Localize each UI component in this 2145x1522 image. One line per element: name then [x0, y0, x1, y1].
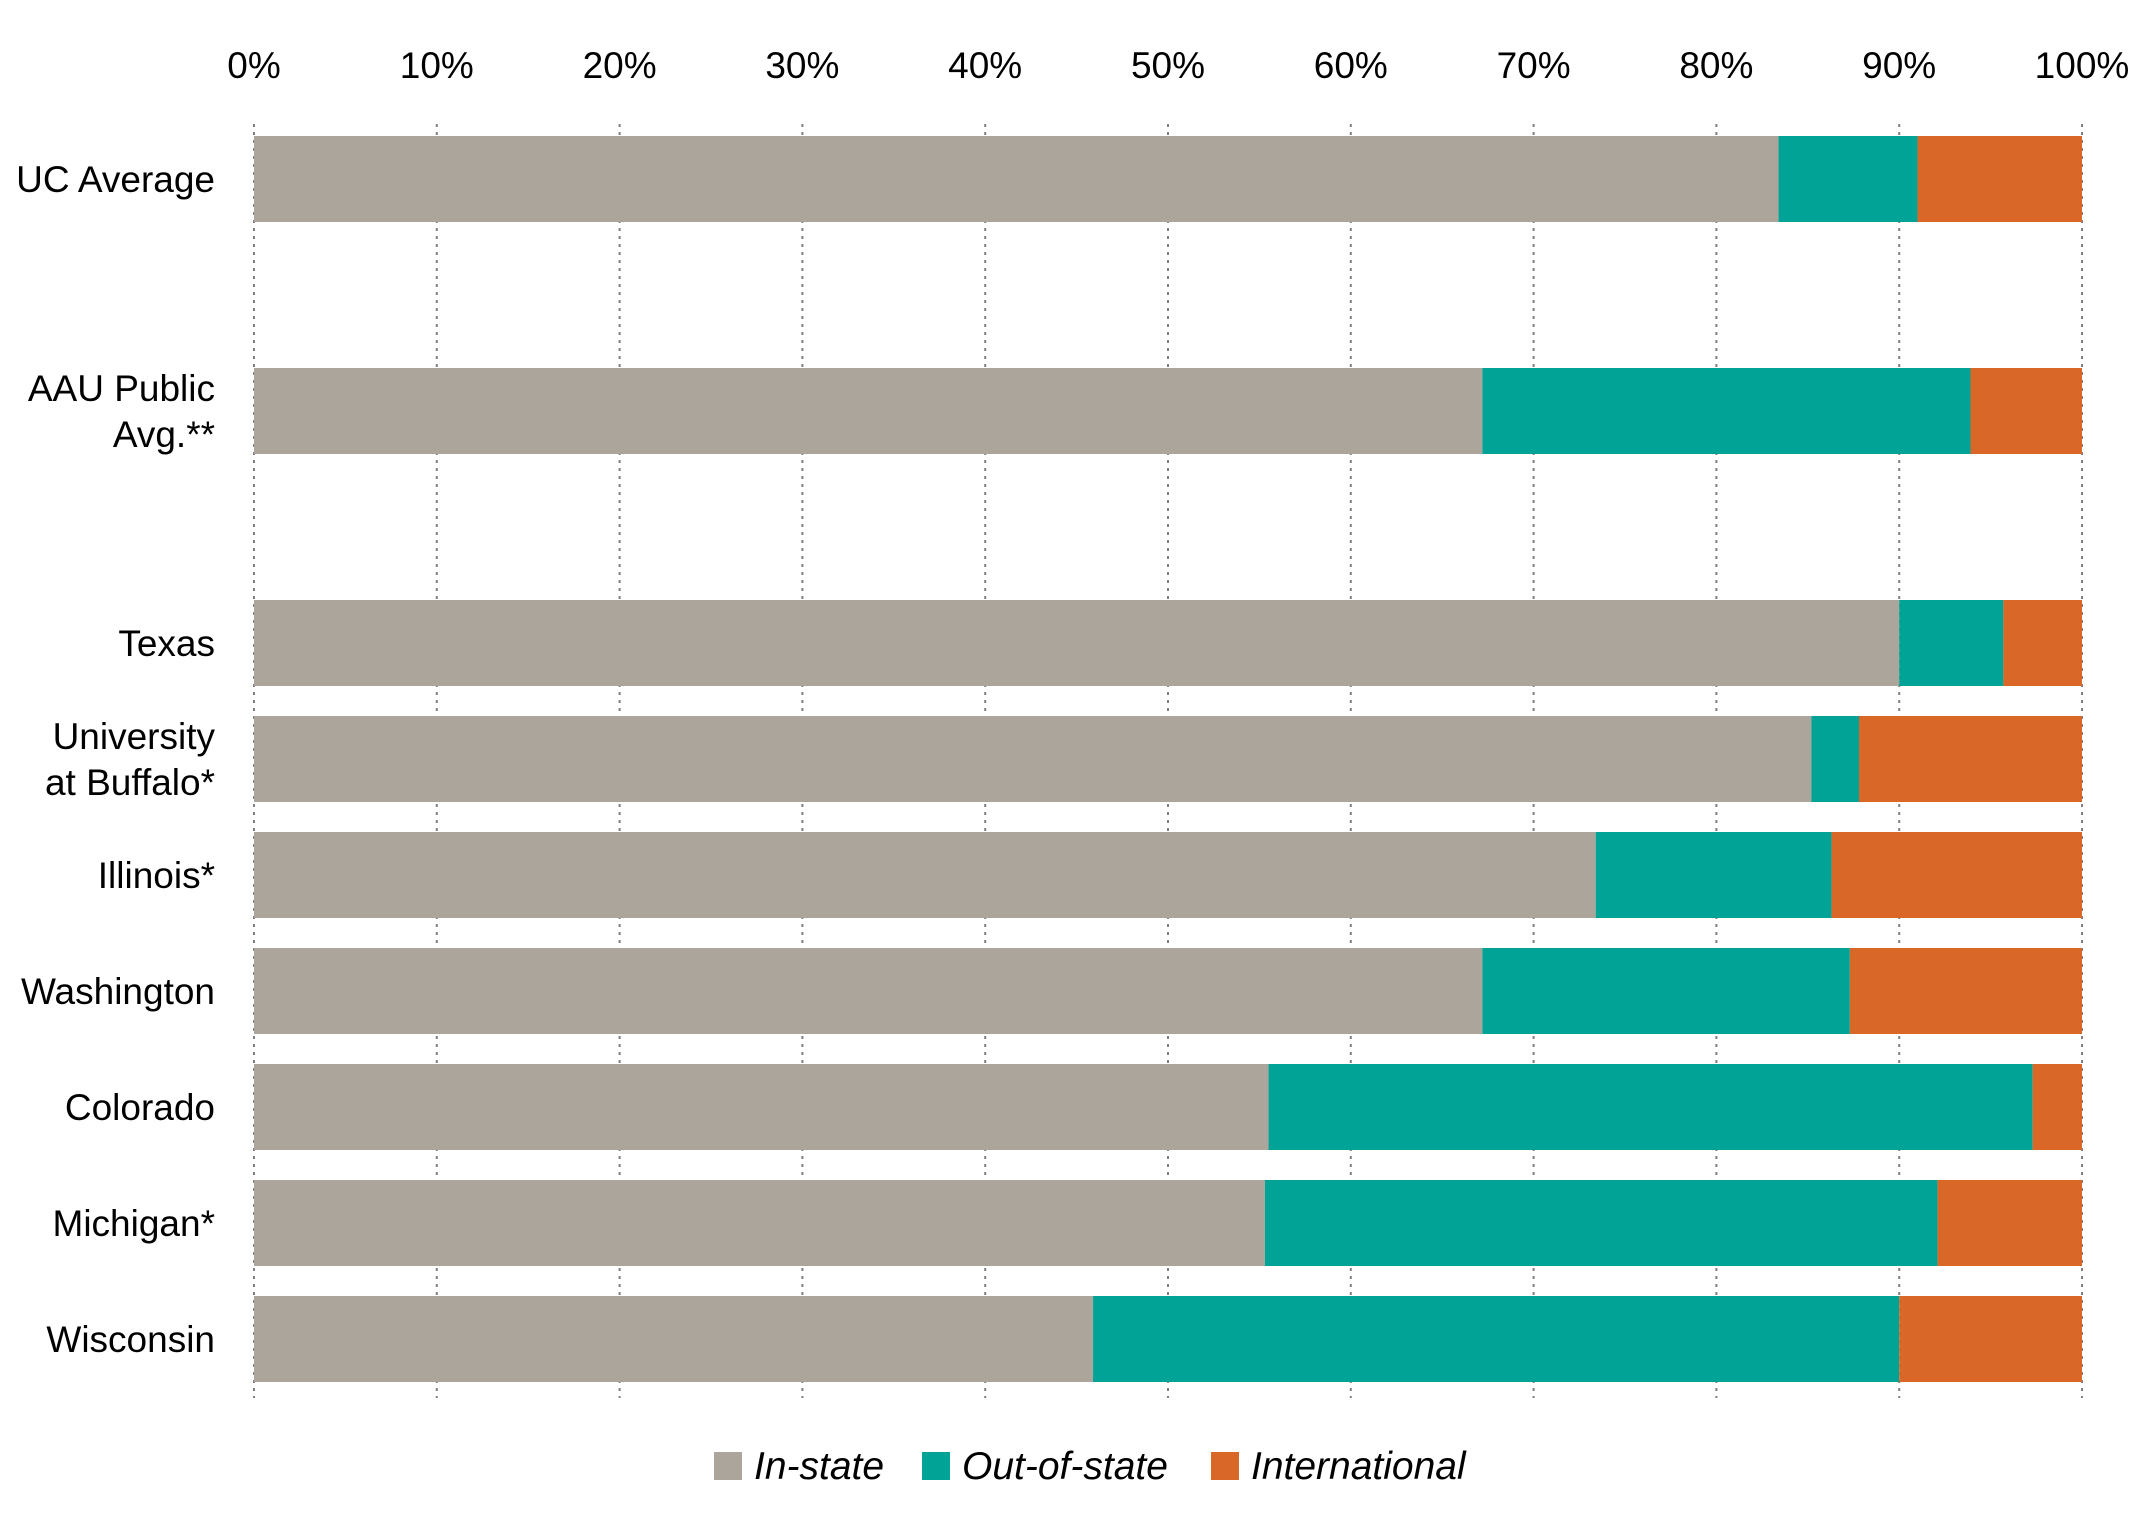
bar-segment-wisconsin-in-state — [254, 1296, 1094, 1382]
legend-label-out-of-state: Out-of-state — [962, 1445, 1168, 1488]
x-axis-tick-labels: 0% 10% 20% 30% 40% 50% 60% 70% 80% 90% 100% — [227, 45, 2129, 86]
bar-segment-university-at-buffalo-international — [1858, 716, 2082, 802]
legend-item-in-state: In-state — [714, 1445, 884, 1488]
legend-swatch-out-of-state — [922, 1452, 950, 1480]
bar-group-michigan — [254, 1180, 2082, 1266]
bar-segment-illinois-international — [1831, 832, 2082, 918]
category-labels: UC Average AAU Public Avg.** Texas Universit… — [16, 159, 215, 1360]
bar-segment-texas-international — [2003, 600, 2082, 686]
category-label-wisconsin: Wisconsin — [46, 1319, 215, 1360]
bars — [254, 136, 2082, 1382]
tick-label-30: 30% — [765, 45, 839, 86]
legend-item-out-of-state: Out-of-state — [922, 1445, 1168, 1488]
category-label-washington: Washington — [21, 971, 215, 1012]
bar-segment-michigan-in-state — [254, 1180, 1265, 1266]
bar-group-wisconsin — [254, 1296, 2082, 1382]
bar-segment-uc-average-in-state — [254, 136, 1779, 222]
bar-segment-aau-public-avg-in-state — [254, 368, 1483, 454]
bar-segment-colorado-international — [2032, 1064, 2082, 1150]
tick-label-100: 100% — [2035, 45, 2130, 86]
legend-swatch-international — [1211, 1452, 1239, 1480]
legend: In-state Out-of-state International — [714, 1445, 1467, 1488]
bar-segment-colorado-out-of-state — [1268, 1064, 2033, 1150]
tick-label-70: 70% — [1497, 45, 1571, 86]
legend-swatch-in-state — [714, 1452, 742, 1480]
category-label-texas: Texas — [118, 623, 215, 664]
bar-segment-uc-average-out-of-state — [1778, 136, 1918, 222]
bar-segment-illinois-in-state — [254, 832, 1596, 918]
tick-label-90: 90% — [1862, 45, 1936, 86]
bar-segment-wisconsin-international — [1899, 1296, 2082, 1382]
bar-segment-uc-average-international — [1917, 136, 2082, 222]
legend-label-international: International — [1251, 1445, 1467, 1488]
bar-segment-colorado-in-state — [254, 1064, 1269, 1150]
bar-segment-aau-public-avg-out-of-state — [1482, 368, 1971, 454]
bar-segment-illinois-out-of-state — [1595, 832, 1832, 918]
bar-group-washington — [254, 948, 2082, 1034]
bar-group-illinois — [254, 832, 2082, 918]
category-label-university-at-buffalo: University at Buffalo* — [45, 716, 216, 803]
bar-segment-university-at-buffalo-in-state — [254, 716, 1812, 802]
legend-item-international: International — [1211, 1445, 1467, 1488]
category-label-aau-public-avg: AAU Public Avg.** — [28, 368, 215, 455]
bar-segment-washington-in-state — [254, 948, 1483, 1034]
bar-group-university-at-buffalo — [254, 716, 2082, 802]
bar-group-texas — [254, 600, 2082, 686]
legend-label-in-state: In-state — [754, 1445, 884, 1488]
bar-segment-texas-out-of-state — [1899, 600, 2004, 686]
bar-segment-michigan-out-of-state — [1264, 1180, 1938, 1266]
tick-label-50: 50% — [1131, 45, 1205, 86]
bar-segment-michigan-international — [1937, 1180, 2082, 1266]
tick-label-60: 60% — [1314, 45, 1388, 86]
tick-label-10: 10% — [400, 45, 474, 86]
tick-label-40: 40% — [948, 45, 1022, 86]
category-label-michigan: Michigan* — [53, 1203, 215, 1244]
bar-segment-wisconsin-out-of-state — [1093, 1296, 1900, 1382]
category-label-illinois: Illinois* — [98, 855, 215, 896]
tick-label-0: 0% — [227, 45, 280, 86]
bar-segment-texas-in-state — [254, 600, 1900, 686]
tick-label-20: 20% — [583, 45, 657, 86]
bar-segment-aau-public-avg-international — [1970, 368, 2082, 454]
category-label-uc-average: UC Average — [16, 159, 215, 200]
bar-group-colorado — [254, 1064, 2082, 1150]
category-label-colorado: Colorado — [65, 1087, 215, 1128]
bar-group-uc-average — [254, 136, 2082, 222]
tick-label-80: 80% — [1679, 45, 1753, 86]
bar-group-aau-public-avg — [254, 368, 2082, 454]
bar-segment-washington-international — [1849, 948, 2082, 1034]
bar-segment-university-at-buffalo-out-of-state — [1811, 716, 1859, 802]
bar-segment-washington-out-of-state — [1482, 948, 1850, 1034]
